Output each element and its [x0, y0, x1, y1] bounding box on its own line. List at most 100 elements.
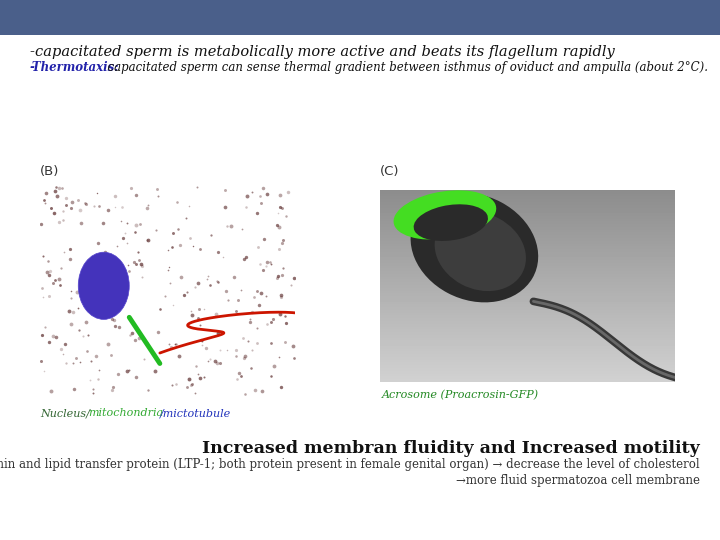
Point [192, 369, 204, 378]
Point [56, 184, 68, 192]
Point [183, 374, 194, 383]
Point [87, 385, 99, 394]
Point [179, 291, 190, 299]
Point [130, 220, 142, 229]
Point [192, 313, 204, 322]
Point [117, 234, 129, 242]
Point [268, 315, 279, 323]
Point [133, 334, 145, 342]
Point [170, 380, 181, 388]
Point [212, 359, 223, 367]
Point [133, 255, 145, 264]
Point [189, 283, 201, 292]
Point [53, 218, 64, 227]
Point [48, 332, 59, 341]
Point [266, 260, 277, 268]
Point [45, 204, 57, 212]
Point [268, 362, 279, 370]
Point [192, 315, 203, 324]
Point [88, 202, 99, 211]
Point [282, 187, 294, 196]
Point [65, 320, 76, 328]
Point [228, 273, 240, 281]
Point [192, 279, 204, 287]
Point [169, 340, 181, 348]
Point [189, 389, 200, 397]
Point [136, 261, 148, 270]
Point [196, 336, 207, 345]
Point [143, 386, 154, 395]
Point [86, 356, 97, 365]
Point [84, 376, 96, 385]
Point [185, 381, 197, 389]
Point [42, 257, 54, 266]
Point [276, 238, 288, 247]
Point [143, 236, 154, 245]
Text: (B): (B) [40, 165, 59, 178]
Point [122, 218, 133, 227]
Point [187, 242, 199, 251]
Point [75, 219, 86, 227]
Point [71, 288, 83, 296]
Point [163, 262, 175, 271]
Point [260, 261, 271, 270]
Point [250, 386, 261, 394]
Point [231, 375, 243, 384]
Point [251, 324, 263, 333]
Point [138, 354, 150, 363]
Point [125, 330, 136, 339]
Point [245, 318, 256, 326]
Point [235, 286, 247, 295]
Point [246, 307, 258, 316]
Point [244, 315, 256, 323]
Point [125, 184, 137, 192]
Point [174, 241, 186, 249]
Point [93, 375, 104, 383]
Point [135, 219, 146, 228]
Point [211, 276, 222, 285]
Point [53, 274, 65, 283]
Text: /mictotubule: /mictotubule [160, 408, 231, 418]
Point [204, 354, 216, 363]
Point [116, 217, 127, 225]
Point [256, 386, 268, 395]
Point [155, 304, 166, 313]
Point [225, 221, 237, 230]
Point [206, 231, 217, 239]
Point [253, 301, 265, 309]
Point [253, 243, 264, 252]
Point [66, 287, 77, 295]
Point [186, 380, 197, 388]
Point [50, 333, 61, 341]
Point [135, 260, 147, 269]
Point [199, 305, 210, 314]
Point [72, 196, 84, 205]
Point [257, 265, 269, 274]
Text: Increased membran fluidity and Increased motility: Increased membran fluidity and Increased… [202, 440, 700, 457]
Ellipse shape [413, 204, 488, 241]
Point [107, 267, 119, 275]
Text: (C): (C) [380, 165, 400, 178]
Point [271, 274, 283, 282]
Point [77, 332, 89, 341]
Point [279, 338, 291, 347]
Point [171, 198, 183, 206]
Point [107, 314, 118, 323]
Point [272, 209, 284, 218]
Point [194, 305, 205, 313]
Point [239, 352, 251, 360]
Point [130, 191, 141, 200]
Point [48, 279, 59, 288]
Point [60, 201, 72, 210]
Point [243, 336, 254, 345]
Point [114, 322, 125, 331]
Point [104, 267, 115, 275]
Point [238, 254, 249, 263]
Point [93, 366, 104, 374]
Text: Nucleus/: Nucleus/ [40, 408, 90, 418]
Point [130, 373, 142, 382]
Ellipse shape [410, 193, 539, 302]
Text: capacitated sperm can sense thermal gradient between isthmus of oviduct and ampu: capacitated sperm can sense thermal grad… [100, 61, 708, 74]
Point [166, 381, 178, 389]
Point [109, 322, 120, 330]
